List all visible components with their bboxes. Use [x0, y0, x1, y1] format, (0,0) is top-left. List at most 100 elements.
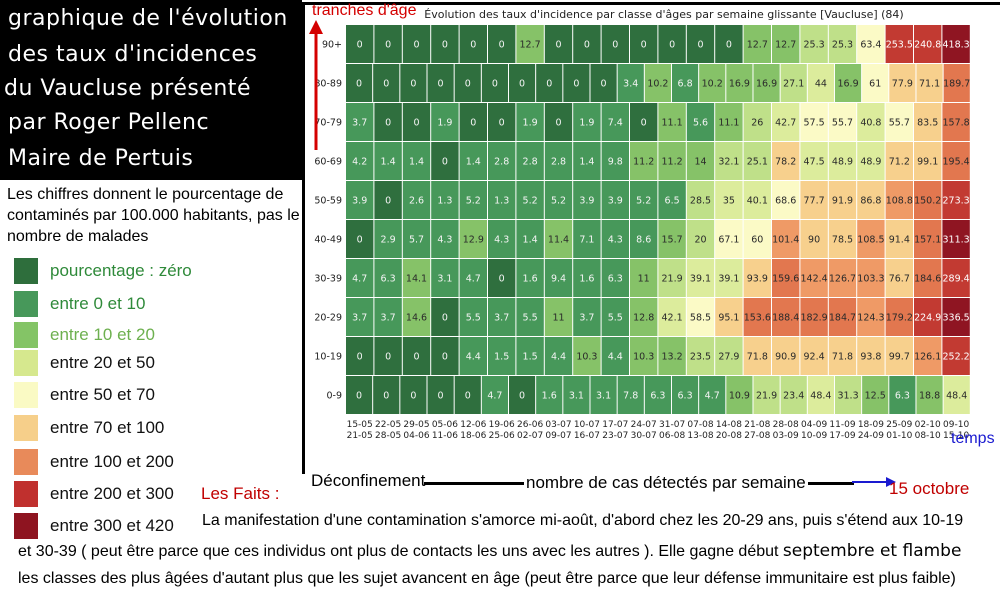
heatmap-cell	[914, 259, 942, 297]
heatmap-cell	[402, 25, 431, 63]
y-tick-label: 30-39	[314, 274, 342, 285]
cell-value-label: 0	[383, 391, 389, 402]
cell-value-label: 11.2	[633, 157, 654, 168]
heatmap-cell	[516, 337, 544, 375]
cell-value-label: 35	[723, 196, 735, 207]
heatmap-cell	[644, 64, 671, 102]
cell-value-label: 188.4	[772, 313, 799, 324]
heatmap-cell	[943, 376, 970, 414]
cell-value-label: 5.6	[693, 118, 708, 129]
heatmap-cell	[686, 298, 715, 336]
heatmap-cell	[828, 220, 857, 258]
x-tick-label: 12-06	[460, 420, 486, 430]
heatmap-cell	[544, 259, 573, 297]
cell-value-label: 4.7	[466, 274, 481, 285]
heatmap-cell	[374, 337, 402, 375]
cell-value-label: 3.7	[381, 313, 396, 324]
heatmap-cell	[374, 142, 402, 180]
heatmap-cell	[431, 337, 459, 375]
heatmap-cell	[563, 64, 590, 102]
heatmap-cell	[402, 298, 431, 336]
title-box: graphique de l'évolution des taux d'inci…	[0, 0, 302, 180]
cell-value-label: 2.8	[551, 157, 566, 168]
cell-value-label: 124.3	[857, 313, 884, 324]
cell-value-label: 0	[499, 118, 505, 129]
heatmap-cell	[743, 220, 771, 258]
heatmap-cell	[590, 64, 617, 102]
cell-value-label: 12.5	[865, 391, 886, 402]
cell-value-label: 40.1	[747, 196, 768, 207]
cell-value-label: 6.3	[895, 391, 910, 402]
x-tick-label: 30-07	[631, 431, 657, 441]
cell-value-label: 1.3	[437, 196, 452, 207]
cell-value-label: 273.3	[942, 196, 969, 207]
heatmap-cell	[516, 298, 544, 336]
heatmap-cell	[402, 181, 431, 219]
x-tick-label: 10-07	[574, 420, 600, 430]
heatmap-cell	[828, 25, 857, 63]
x-tick-label: 03-07	[545, 420, 571, 430]
y-tick-label: 70-79	[314, 118, 342, 129]
cell-value-label: 11	[638, 274, 650, 285]
cell-value-label: 7.1	[579, 235, 594, 246]
cell-value-label: 15.7	[662, 235, 683, 246]
cell-value-label: 57.5	[804, 118, 825, 129]
cell-value-label: 48.9	[832, 157, 853, 168]
title-line-4: par Roger Pellenc	[8, 110, 210, 135]
x-tick-label: 25-09	[886, 420, 912, 430]
facts-line-2-emphasis: septembre et flambe	[782, 541, 962, 561]
heatmap-chart: Évolution des taux d'incidence par class…	[309, 8, 970, 441]
heatmap-cell	[828, 259, 857, 297]
heatmap-cell	[346, 376, 373, 414]
heatmap-cell	[686, 103, 715, 141]
heatmap-cell	[488, 142, 516, 180]
heatmap-cell	[828, 142, 857, 180]
heatmap-cell	[942, 25, 970, 63]
cell-value-label: 86.8	[860, 196, 881, 207]
legend-label: entre 0 et 10	[50, 294, 146, 313]
cell-value-label: 4.4	[551, 352, 566, 363]
x-tick-label: 08-10	[915, 431, 941, 441]
heatmap-cell	[686, 181, 715, 219]
heatmap-cell	[828, 181, 857, 219]
heatmap-cell	[807, 64, 834, 102]
cell-value-label: 0	[413, 118, 419, 129]
cell-value-label: 3.7	[494, 313, 509, 324]
cell-value-label: 8.6	[636, 235, 651, 246]
heatmap-cell	[488, 103, 516, 141]
cell-value-label: 4.7	[487, 391, 502, 402]
heatmap-cell	[726, 64, 753, 102]
heatmap-cell	[753, 376, 780, 414]
cell-value-label: 3.1	[569, 391, 584, 402]
cell-value-label: 1.4	[381, 157, 396, 168]
x-tick-label: 02-07	[517, 431, 543, 441]
cell-value-label: 14.6	[406, 313, 427, 324]
cell-value-label: 0	[357, 40, 363, 51]
cell-value-label: 0	[442, 40, 448, 51]
heatmap-cell	[573, 220, 601, 258]
heatmap-cell	[914, 337, 942, 375]
y-tick-label: 10-19	[314, 352, 342, 363]
heatmap-cell	[544, 142, 573, 180]
heatmap-cell	[658, 181, 686, 219]
heatmap-cell	[459, 337, 487, 375]
cell-value-label: 68.6	[775, 196, 796, 207]
cell-value-label: 0	[669, 40, 675, 51]
heatmap-cell	[544, 103, 573, 141]
heatmap-cell	[658, 103, 686, 141]
heatmap-cell	[508, 64, 536, 102]
heatmap-cell	[686, 220, 715, 258]
x-tick-label: 18-06	[460, 431, 486, 441]
cell-value-label: 26	[751, 118, 763, 129]
y-tick-label: 0-9	[326, 391, 342, 402]
cell-value-label: 108.5	[857, 235, 884, 246]
cell-value-label: 48.9	[860, 157, 881, 168]
heatmap-cell	[857, 259, 885, 297]
x-tick-label: 26-06	[517, 420, 543, 430]
cell-value-label: 11.1	[718, 118, 739, 129]
cell-value-label: 11.1	[662, 118, 683, 129]
cell-value-label: 71.8	[747, 352, 768, 363]
heatmap-cell	[857, 142, 885, 180]
cell-value-label: 0	[573, 79, 579, 90]
legend-swatch	[14, 449, 38, 475]
